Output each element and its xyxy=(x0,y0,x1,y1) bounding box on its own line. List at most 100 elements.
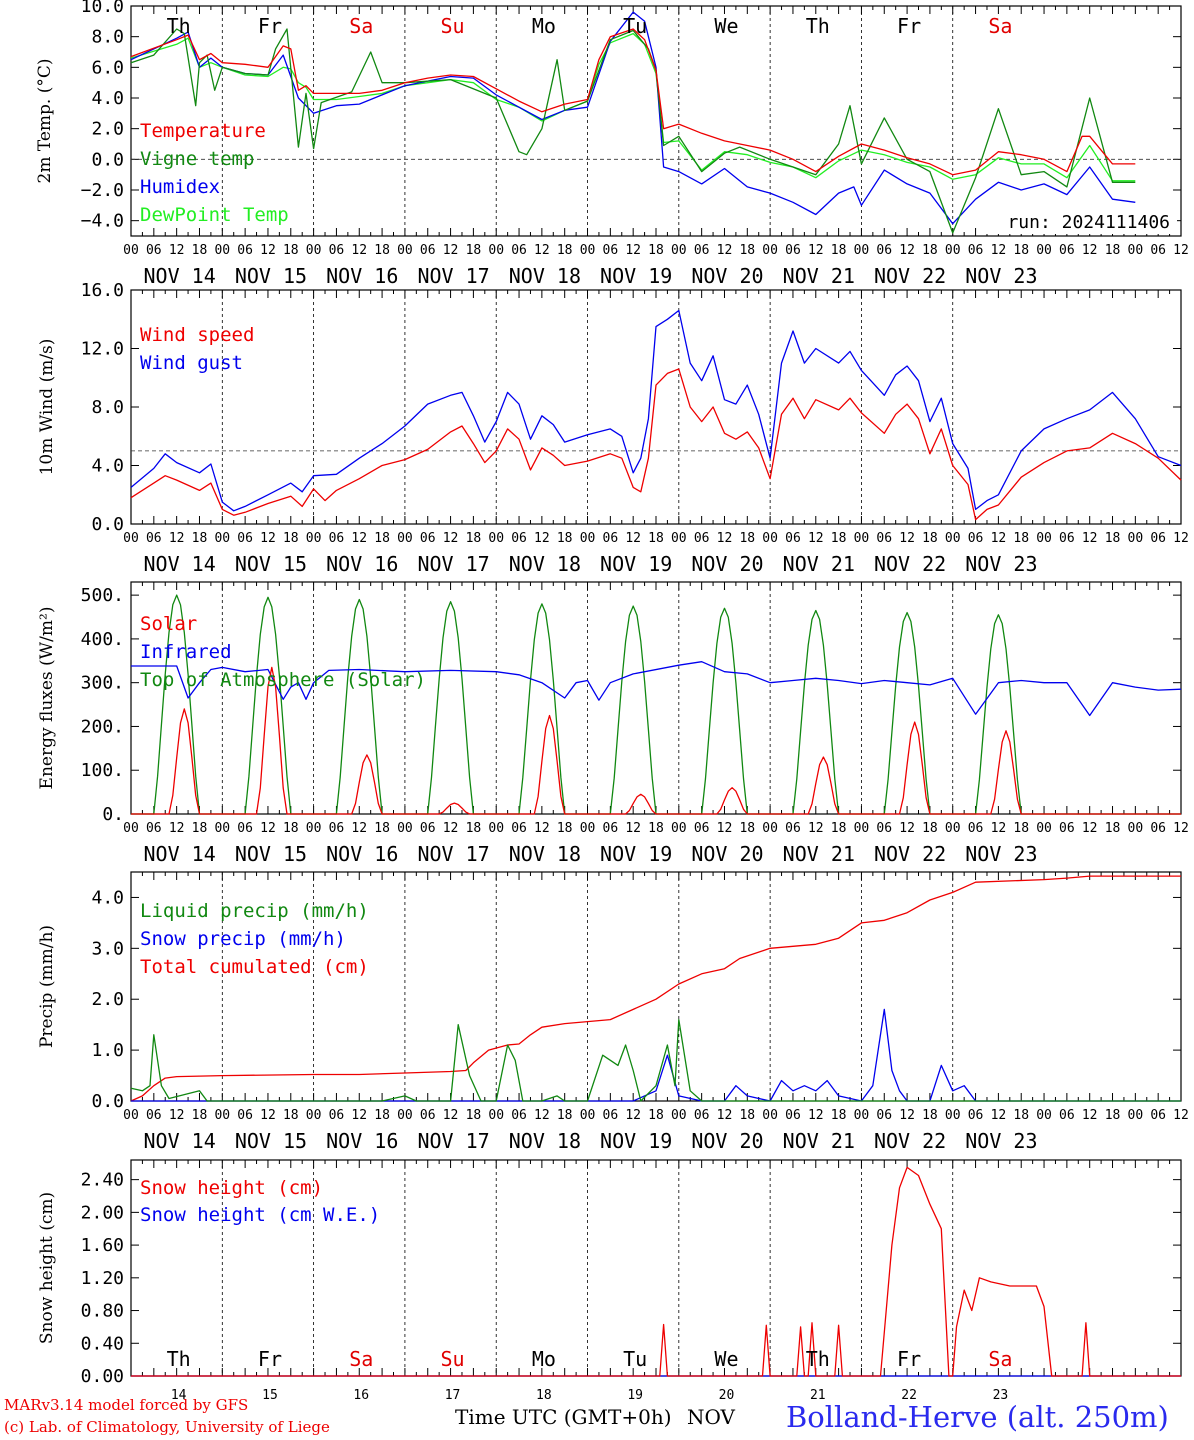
day-label: NOV 21 xyxy=(783,842,855,866)
series-infrared xyxy=(131,661,1182,717)
hour-tick-label: 18 xyxy=(466,821,482,836)
run-label: run: 2024111406 xyxy=(1007,212,1170,233)
hour-tick-label: 12 xyxy=(1082,1108,1098,1123)
day-number-label: 16 xyxy=(353,1388,369,1403)
hour-tick-label: 12 xyxy=(991,531,1007,546)
y-tick-label: 2.0 xyxy=(91,989,124,1010)
series-snow-precip-mm-h xyxy=(131,1008,1181,1102)
hour-tick-label: 06 xyxy=(237,1108,253,1123)
day-label: NOV 23 xyxy=(965,1129,1037,1153)
weekday-label: Sa xyxy=(349,14,373,38)
series-wind-gust xyxy=(130,309,1182,512)
hour-tick-label: 12 xyxy=(534,1108,550,1123)
hour-tick-label: 18 xyxy=(283,531,299,546)
y-tick-label: 0.0 xyxy=(91,149,124,170)
hour-tick-label: 06 xyxy=(785,243,801,258)
hour-tick-label: 12 xyxy=(169,1108,185,1123)
day-number-label: 17 xyxy=(445,1388,461,1403)
y-tick-label: 10.0 xyxy=(81,0,124,17)
hour-tick-label: 12 xyxy=(260,531,276,546)
day-label: NOV 21 xyxy=(783,264,855,288)
legend-entry: Liquid precip (mm/h) xyxy=(140,900,369,922)
day-label: NOV 22 xyxy=(874,264,946,288)
hour-tick-label: 06 xyxy=(511,243,527,258)
hour-tick-label: 06 xyxy=(420,1108,436,1123)
hour-tick-label: 06 xyxy=(237,821,253,836)
hour-tick-label: 12 xyxy=(260,243,276,258)
day-label: NOV 20 xyxy=(691,842,763,866)
weekday-label: We xyxy=(714,1347,738,1371)
hour-tick-label: 00 xyxy=(671,821,687,836)
hour-tick-label: 12 xyxy=(808,243,824,258)
hour-tick-label: 18 xyxy=(739,531,755,546)
hour-tick-label: 06 xyxy=(603,1108,619,1123)
hour-tick-label: 06 xyxy=(968,243,984,258)
legend-entry: Total cumulated (cm) xyxy=(140,956,369,978)
y-tick-label: 0.40 xyxy=(81,1333,124,1354)
hour-tick-label: 18 xyxy=(557,1108,573,1123)
hour-tick-label: 06 xyxy=(511,1108,527,1123)
y-tick-label: 2.00 xyxy=(81,1202,124,1223)
day-label: NOV 15 xyxy=(235,1129,307,1153)
hour-tick-label: 12 xyxy=(1173,243,1189,258)
legend-entry: DewPoint Temp xyxy=(140,204,289,226)
hour-tick-label: 12 xyxy=(625,531,641,546)
hour-tick-label: 18 xyxy=(466,1108,482,1123)
weekday-label: Su xyxy=(441,1347,465,1371)
hour-tick-label: 12 xyxy=(991,243,1007,258)
hour-tick-label: 06 xyxy=(694,821,710,836)
hour-tick-label: 00 xyxy=(214,1108,230,1123)
weekday-label: Mo xyxy=(532,14,556,38)
station-name: Bolland-Herve (alt. 250m) xyxy=(786,1400,1169,1434)
hour-tick-label: 12 xyxy=(717,821,733,836)
hour-tick-label: 18 xyxy=(831,1108,847,1123)
y-tick-label: 1.0 xyxy=(91,1040,124,1061)
day-label: NOV 15 xyxy=(235,552,307,576)
y-tick-label: 100. xyxy=(81,760,124,781)
hour-tick-label: 00 xyxy=(306,1108,322,1123)
hour-tick-label: 00 xyxy=(854,243,870,258)
weekday-label: Mo xyxy=(532,1347,556,1371)
hour-tick-label: 12 xyxy=(808,821,824,836)
legend-entry: Snow precip (mm/h) xyxy=(140,928,346,950)
hour-tick-label: 00 xyxy=(580,821,596,836)
hour-tick-label: 06 xyxy=(1059,1108,1075,1123)
hour-tick-label: 18 xyxy=(192,531,208,546)
day-label: NOV 16 xyxy=(326,842,398,866)
y-tick-label: 6.0 xyxy=(91,57,124,78)
hour-tick-label: 18 xyxy=(1105,821,1121,836)
day-label: NOV 18 xyxy=(509,842,581,866)
series-wind-speed xyxy=(130,368,1182,521)
day-label: NOV 19 xyxy=(600,842,672,866)
y-axis-title: Energy fluxes (W/m²) xyxy=(37,607,57,790)
hour-tick-label: 00 xyxy=(397,243,413,258)
hour-tick-label: 00 xyxy=(1036,1108,1052,1123)
hour-tick-label: 06 xyxy=(694,1108,710,1123)
hour-tick-label: 18 xyxy=(1013,1108,1029,1123)
weekday-label: Fr xyxy=(258,1347,282,1371)
hour-tick-label: 00 xyxy=(488,821,504,836)
hour-tick-label: 00 xyxy=(945,821,961,836)
y-tick-label: 0.00 xyxy=(81,1366,124,1387)
hour-tick-label: 18 xyxy=(374,243,390,258)
hour-tick-label: 00 xyxy=(762,243,778,258)
hour-tick-label: 00 xyxy=(762,1108,778,1123)
day-label: NOV 15 xyxy=(235,842,307,866)
hour-tick-label: 06 xyxy=(603,821,619,836)
hour-tick-label: 18 xyxy=(831,821,847,836)
day-label: NOV 22 xyxy=(874,842,946,866)
hour-tick-label: 18 xyxy=(466,243,482,258)
hour-tick-label: 00 xyxy=(123,243,139,258)
y-tick-label: 2.0 xyxy=(91,119,124,140)
day-label: NOV 16 xyxy=(326,552,398,576)
legend-entry: Top of Atmosphere (Solar) xyxy=(140,669,426,691)
hour-tick-label: 12 xyxy=(443,821,459,836)
series-temperature xyxy=(130,28,1136,176)
hour-tick-label: 06 xyxy=(237,531,253,546)
hour-tick-label: 12 xyxy=(625,1108,641,1123)
y-tick-label: 0.80 xyxy=(81,1301,124,1322)
legend-entry: Snow height (cm W.E.) xyxy=(140,1204,380,1226)
lab-credit: (c) Lab. of Climatology, University of L… xyxy=(4,1418,330,1436)
y-axis-title: Precip (mm/h) xyxy=(37,925,57,1048)
hour-tick-label: 18 xyxy=(283,1108,299,1123)
